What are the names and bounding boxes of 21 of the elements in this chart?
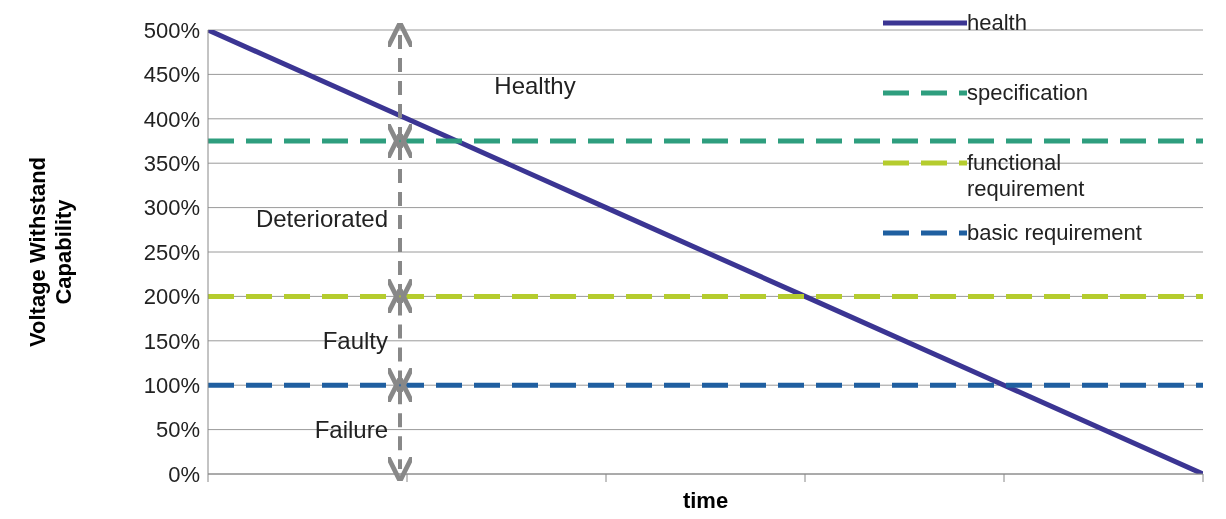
legend-label: basic requirement: [967, 220, 1142, 246]
y-tick-label: 400%: [143, 106, 200, 132]
y-tick-label: 450%: [143, 62, 200, 88]
x-axis-title: time: [682, 488, 729, 513]
y-tick-label: 300%: [143, 195, 200, 221]
legend-label: health: [967, 10, 1027, 36]
legend-label: specification: [967, 80, 1089, 106]
legend-label: functional requirement: [967, 150, 1086, 202]
y-axis-title: Voltage Withstand Capability: [25, 156, 76, 348]
y-tick-label: 100%: [143, 373, 200, 399]
annotation: Healthy: [494, 71, 576, 99]
y-tick-label: 50%: [155, 417, 200, 443]
annotation: Failure: [314, 415, 388, 443]
annotation: Deteriorated: [255, 204, 388, 232]
y-tick-label: 350%: [143, 151, 200, 177]
y-tick-label: 200%: [143, 284, 200, 310]
y-tick-label: 0%: [168, 461, 200, 487]
annotation: Faulty: [322, 326, 388, 354]
y-tick-label: 500%: [143, 17, 200, 43]
y-tick-label: 150%: [143, 328, 200, 354]
y-tick-label: 250%: [143, 239, 200, 265]
